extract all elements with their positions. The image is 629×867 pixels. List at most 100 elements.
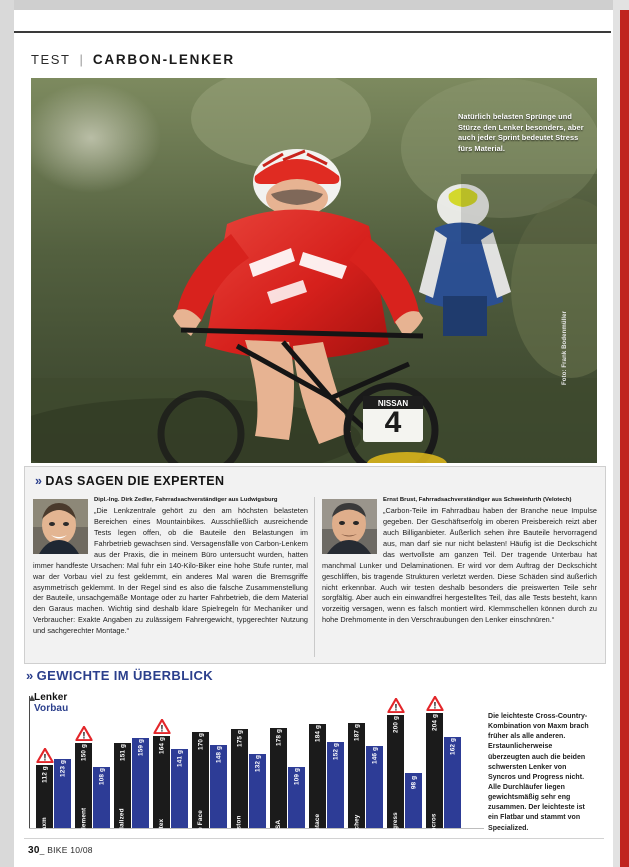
experts-title-text: DAS SAGEN DIE EXPERTEN [45,474,225,488]
bar-value-vorbau: 146 g [371,747,378,764]
portrait-brust [322,499,377,554]
bar-lenker: 112 g Maxm! [36,748,53,836]
svg-text:NISSAN: NISSAN [378,399,408,408]
bar-vorbau: 141 g [171,749,188,828]
bar-value-vorbau: 162 g [449,738,456,755]
experts-title: » DAS SAGEN DIE EXPERTEN [35,474,225,488]
bar-category-label: Syncros [431,813,438,840]
bar-group: 150 g 4th Element! 108 g [75,704,110,846]
bar-category-label: Ritchey [353,814,361,839]
chart-bars: 112 g Maxm! 123 g 150 g 4th Element! 108 g 151… [36,696,488,846]
bar-value-lenker: 175 g [236,730,243,747]
bar-lenker: 175 g Easton [231,729,248,838]
bar-category-label: Syntace [314,813,322,840]
svg-text:4: 4 [385,406,402,439]
y-axis [29,695,35,828]
scan-edge-left [0,0,14,867]
bar-lenker: 184 g Syntace [309,724,326,840]
bar-vorbau: 108 g [93,767,110,828]
svg-text:!: ! [160,723,163,734]
bar-vorbau: 109 g [288,767,305,828]
expert-entry: Dipl.-Ing. Dirk Zedler, Fahrradsachverst… [33,497,308,637]
page-title: CARBON-LENKER [92,52,235,67]
legend-item-lenker: Lenker [34,692,68,703]
bar-value-vorbau: 141 g [176,750,183,767]
race-photo-illustration: 4 NISSAN [31,78,597,463]
photo-credit: Foto: Frank Bodenmüller [562,310,568,385]
x-axis [29,828,484,829]
page-footer: 30_ BIKE 10/08 [28,845,93,856]
bar-category-label: Easton [236,815,244,838]
bar-group: 151 g Specialized 159 g [114,704,149,845]
bar-lenker: 150 g 4th Element! [75,726,92,846]
bar-value-lenker: 187 g [353,724,360,741]
bar-category-label: Titex [157,818,165,835]
photo-caption: Natürlich belasten Sprünge und Stürze de… [458,112,584,153]
warning-triangle-icon: ! [387,698,404,713]
expert-name: Dipl.-Ing. Dirk Zedler, Fahrradsachverst… [94,497,278,503]
bar-category-label: Specialized [119,808,126,845]
bar-value-vorbau: 108 g [98,768,105,785]
chart-title-text: GEWICHTE IM ÜBERBLICK [36,668,214,683]
weights-bar-chart: Lenker Vorbau 112 g Maxm! 123 g 150 g 4th El… [26,692,488,846]
svg-text:!: ! [43,752,46,763]
warning-triangle-icon: ! [426,696,443,711]
bar-lenker: 200 g Progress! [387,698,404,841]
bar-value-lenker: 170 g [197,733,204,750]
chevron-icon: » [26,668,34,683]
magazine-issue: _ BIKE 10/08 [39,845,93,855]
bar-vorbau: 146 g [366,746,383,828]
bar-vorbau: 123 g [54,759,71,828]
bar-group: 204 g Syncros! 162 g [426,696,461,840]
bar-value-lenker: 204 g [431,714,438,731]
warning-triangle-icon: ! [153,719,170,734]
bar-vorbau: 152 g [327,742,344,828]
bar-value-lenker: 200 g [392,716,399,733]
bar-value-vorbau: 123 g [59,760,66,777]
bar-group: 175 g Easton 132 g [231,704,266,838]
bar-vorbau: 98 g [405,773,422,828]
bar-group: 187 g Ritchey 146 g [348,704,383,839]
bar-lenker: 170 g Race Face [192,732,209,843]
bar-value-lenker: 178 g [275,729,282,746]
bar-vorbau: 132 g [249,754,266,828]
header-section-label: TEST [31,52,71,67]
bar-group: 184 g Syntace 152 g [309,704,344,840]
experts-divider [314,497,315,657]
chart-side-note: Die leichteste Cross-Country-Kombination… [488,713,589,832]
page-number: 30 [28,845,40,856]
bar-value-vorbau: 148 g [215,746,222,763]
bar-value-vorbau: 159 g [137,739,144,756]
footer-rule [24,838,604,839]
svg-text:!: ! [394,702,397,713]
bar-value-lenker: 164 g [158,737,165,754]
bar-value-vorbau: 98 g [410,775,417,790]
bar-group: 178 g FSA 109 g [270,704,305,834]
portrait-zedler [33,499,88,554]
chart-title: » GEWICHTE IM ÜBERBLICK [26,668,213,683]
expert-entry: Ernst Brust, Fahrradsachverständiger aus… [322,497,597,637]
bar-value-lenker: 112 g [41,766,48,783]
bar-category-label: FSA [274,819,282,834]
avatar [322,499,377,554]
bar-value-vorbau: 109 g [293,768,300,785]
bar-category-label: 4th Element [80,807,88,846]
page-header: TEST | CARBON-LENKER [31,52,235,67]
bar-lenker: 151 g Specialized [114,743,131,845]
expert-quote: „Carbon-Teile im Fahrradbau haben der Br… [322,505,597,625]
bar-value-lenker: 150 g [80,744,87,761]
bar-category-label: Race Face [197,810,204,843]
bar-group: 164 g Titex! 141 g [153,704,188,835]
bar-category-label: Progress [392,812,400,841]
avatar [33,499,88,554]
bar-vorbau: 148 g [210,745,227,828]
legend-item-vorbau: Vorbau [34,703,69,715]
expert-quote: „Die Lenkzentrale gehört zu den am höchs… [33,505,308,636]
experts-columns: Dipl.-Ing. Dirk Zedler, Fahrradsachverst… [33,497,597,637]
header-separator: | [79,52,84,67]
bar-group: 112 g Maxm! 123 g [36,704,71,836]
experts-panel: » DAS SAGEN DIE EXPERTEN D [24,466,606,664]
bar-vorbau: 159 g [132,738,149,828]
warning-triangle-icon: ! [36,748,53,763]
bar-value-vorbau: 132 g [254,755,261,772]
